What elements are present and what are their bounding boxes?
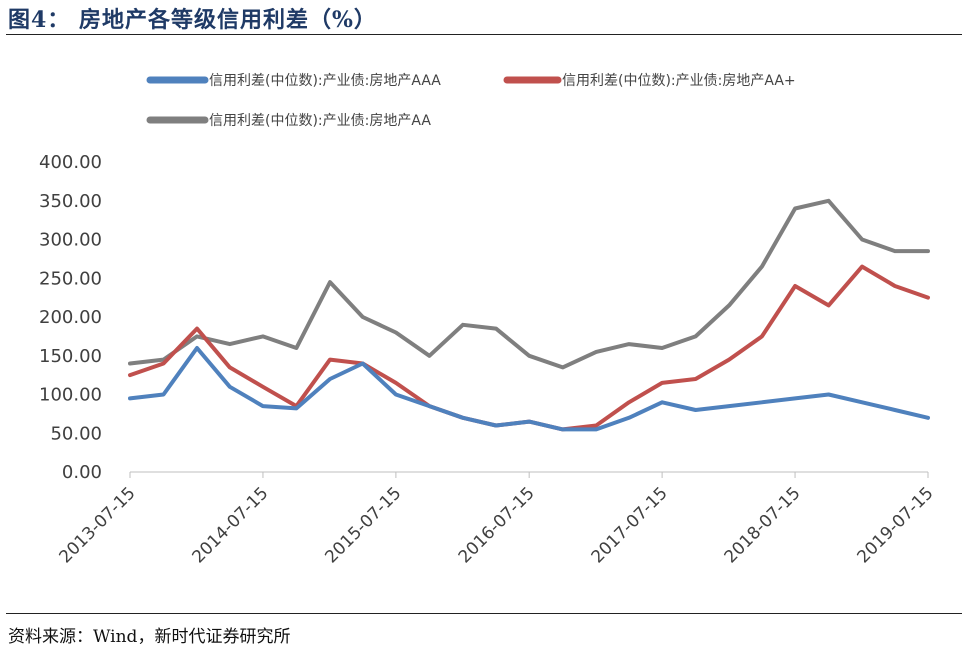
legend-label-aa: 信用利差(中位数):产业债:房地产AA [209,113,431,129]
x-tick-label: 2014-07-15 [188,483,272,567]
title-divider [6,34,962,35]
legend-label-aaa: 信用利差(中位数):产业债:房地产AAA [209,73,441,89]
source-note: 资料来源：Wind，新时代证券研究所 [8,627,291,647]
x-tick-label: 2019-07-15 [854,483,938,567]
y-tick-label: 200.00 [39,307,102,328]
y-tick-label: 400.00 [39,152,102,173]
series-line-aa-plus [128,264,930,432]
series-line-aa [128,198,930,370]
series-lines [128,198,930,432]
x-tick-label: 2015-07-15 [321,483,405,567]
x-tick-label: 2017-07-15 [588,483,672,567]
series-line-aaa [128,346,930,432]
x-tick-label: 2016-07-15 [455,483,539,567]
y-tick-label: 250.00 [39,268,102,289]
legend-label-aa-plus: 信用利差(中位数):产业债:房地产AA+ [562,73,796,89]
y-tick-label: 50.00 [50,423,102,444]
footer-divider [6,613,962,614]
y-tick-label: 0.00 [62,462,102,483]
y-tick-label: 300.00 [39,230,102,251]
y-tick-label: 150.00 [39,346,102,367]
legend: 信用利差(中位数):产业债:房地产AAA 信用利差(中位数):产业债:房地产AA… [146,73,796,129]
chart-title: 图4： 房地产各等级信用利差（%） [8,7,377,33]
y-axis: 0.00 50.00 100.00 150.00 200.00 250.00 300.00 3… [39,152,102,483]
y-tick-label: 350.00 [39,191,102,212]
y-tick-label: 100.00 [39,385,102,406]
x-tick-label: 2018-07-15 [721,483,805,567]
line-chart: 信用利差(中位数):产业债:房地产AAA 信用利差(中位数):产业债:房地产AA… [39,73,938,567]
x-axis: 2013-07-15 2014-07-15 2015-07-15 2016-07-15… [56,471,938,567]
x-tick-label: 2013-07-15 [56,483,140,567]
